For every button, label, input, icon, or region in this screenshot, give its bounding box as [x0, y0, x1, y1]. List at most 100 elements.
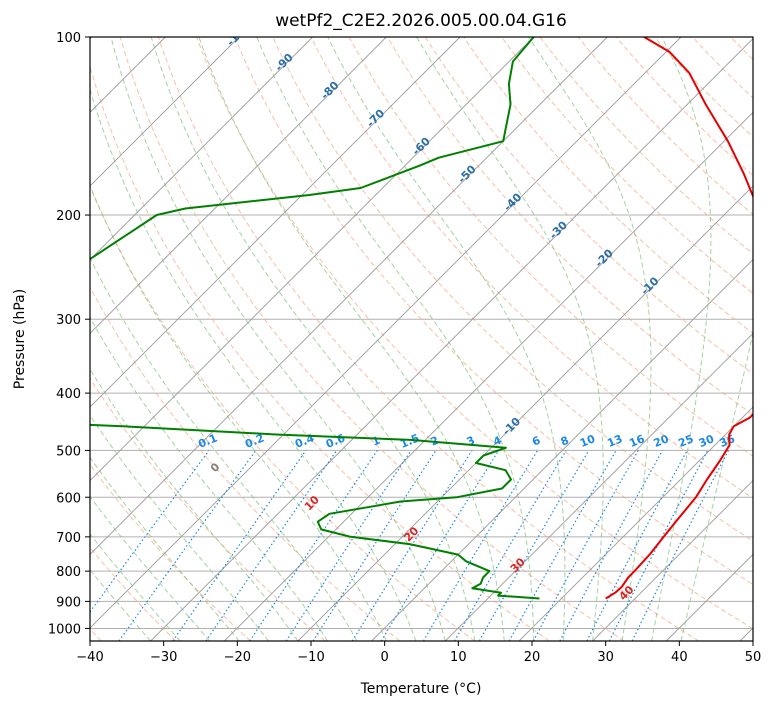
isotherm-line [90, 37, 608, 555]
y-tick-label: 600 [56, 491, 81, 506]
isotherm-label: -30 [547, 218, 570, 241]
isotherm-line [150, 38, 753, 641]
mixing-ratio-line [532, 450, 639, 641]
isotherm-label: -20 [593, 246, 616, 269]
mixing-ratio-line [586, 450, 688, 641]
dry-adiabat [615, 37, 753, 177]
mixing-ratio-label: 10 [578, 432, 597, 450]
y-tick-label: 700 [56, 531, 81, 546]
moist-adiabat [90, 414, 269, 641]
y-tick-label: 200 [56, 209, 81, 224]
dry-adiabat [119, 37, 625, 641]
dry-adiabat [90, 65, 550, 641]
moist-adiabat [110, 37, 446, 641]
mixing-ratio-line [285, 450, 412, 641]
mixing-ratio-label: 0.4 [293, 431, 316, 450]
dry-adiabat [539, 37, 753, 255]
mixing-ratio-line [351, 450, 473, 641]
mixing-ratio-label: 8 [559, 434, 571, 449]
mixing-ratio-line [508, 450, 617, 641]
y-axis-label: Pressure (hPa) [12, 289, 28, 389]
isotherm-line [739, 627, 753, 641]
moist-adiabat [680, 330, 753, 641]
x-tick-label: 30 [597, 650, 614, 665]
moist-adiabat [90, 256, 358, 641]
mixing-ratio-line [631, 450, 730, 641]
mixing-ratio-line [453, 450, 567, 641]
isotherm-line [371, 259, 753, 641]
mixing-ratio-label: 1 [370, 434, 382, 449]
moist-adiabat [651, 37, 712, 641]
mixing-ratio-label: 6 [530, 434, 542, 449]
plot-frame [89, 36, 754, 642]
isotherm-line [90, 37, 682, 629]
dry-adiabat [90, 286, 401, 641]
isotherm-line [90, 37, 387, 334]
dry-adiabat [90, 463, 251, 641]
y-tick-label: 900 [56, 595, 81, 610]
mixing-ratio-label: 36 [718, 432, 737, 450]
y-tick-label: 100 [56, 31, 81, 46]
isotherm-line [90, 37, 461, 408]
dry-adiabat [769, 37, 775, 641]
mixing-ratio-line [478, 450, 590, 641]
moist-adiabat [198, 37, 505, 641]
isotherm-label: -10 [638, 274, 661, 297]
mixing-ratio-label: 30 [697, 432, 716, 450]
moist-adiabat [90, 184, 387, 641]
temperature-profile-line [605, 37, 753, 600]
mixing-ratio-label: 25 [676, 432, 695, 450]
dry-adiabat [654, 37, 753, 138]
x-tick-label: −10 [297, 650, 324, 665]
isotherm-label: -90 [273, 51, 296, 74]
dry-adiabat [310, 37, 753, 499]
mixing-ratio-label: 3 [465, 434, 477, 449]
dry-adiabat [90, 185, 475, 641]
mixing-ratio-label: 16 [627, 432, 646, 450]
isotherm-label: -50 [455, 162, 478, 185]
y-tick-label: 1000 [48, 622, 81, 637]
isotherm-line [518, 406, 753, 641]
y-tick-label: 500 [56, 444, 81, 459]
x-axis-label: Temperature (°C) [360, 681, 482, 697]
dry-adiabat-label: 30 [508, 555, 528, 575]
dry-adiabat-label: 0 [208, 460, 223, 475]
moist-adiabat [90, 495, 210, 641]
plot-area: 0.1 0.2 0.4 0.6 1 1.5 2 3 4 6 8 10 13 16 20 25 30 36-100-… [90, 20, 775, 641]
dry-adiabat [348, 37, 753, 457]
chart-title: wetPf2_C2E2.2026.005.00.04.G16 [275, 11, 567, 31]
isotherm-label: -80 [318, 79, 341, 102]
mixing-ratio-label: 13 [605, 432, 624, 450]
isotherm-label: -70 [364, 107, 387, 130]
x-tick-label: 0 [381, 650, 389, 665]
mixing-ratio-line [380, 450, 500, 641]
isotherm-label: -10 [500, 415, 523, 438]
x-tick-label: −40 [76, 650, 103, 665]
isotherm-line [90, 37, 240, 187]
mixing-ratio-line [559, 450, 664, 641]
x-tick-label: 20 [524, 650, 541, 665]
moist-adiabat [528, 37, 652, 641]
axes: −40 −30 −20 −10 0 10 20 30 40 5010020030040050060… [48, 31, 761, 665]
x-tick-label: −30 [150, 650, 177, 665]
isotherm-line [445, 332, 753, 641]
x-tick-label: 50 [745, 650, 762, 665]
dry-adiabat [501, 37, 753, 295]
mixing-ratio-line [90, 450, 210, 613]
mixing-ratio-line [608, 450, 709, 641]
mixing-ratio-line [205, 450, 338, 641]
dry-adiabat [272, 37, 753, 542]
moist-adiabat [90, 456, 240, 641]
dry-adiabat [196, 37, 753, 630]
isotherm-label: -100 [224, 20, 253, 49]
mixing-ratio-label: 20 [652, 432, 671, 450]
dewpoint-profile-line [90, 37, 540, 600]
x-tick-label: 40 [671, 650, 688, 665]
y-tick-label: 300 [56, 313, 81, 328]
moist-adiabat [90, 316, 328, 641]
dry-adiabat [157, 37, 699, 641]
y-tick-label: 400 [56, 387, 81, 402]
moist-adiabat [90, 87, 417, 641]
mixing-ratio-line [118, 450, 257, 641]
